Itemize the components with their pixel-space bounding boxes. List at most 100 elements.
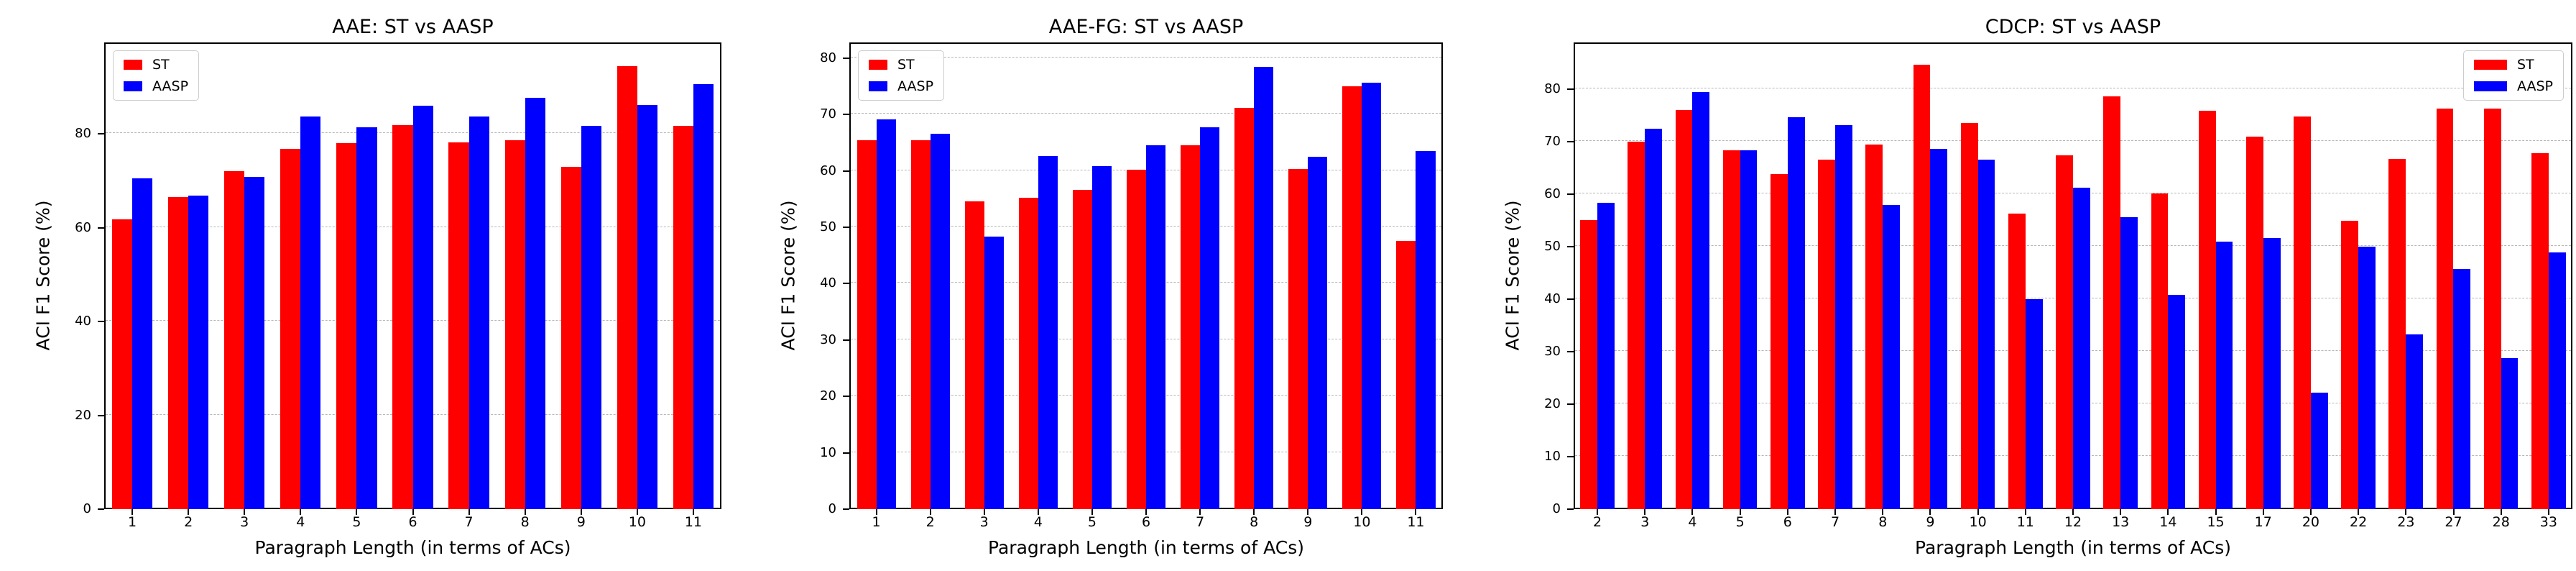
x-tick-label: 9: [1303, 514, 1313, 530]
bar-st-10: [1342, 86, 1362, 509]
x-tick-label: 3: [979, 514, 989, 530]
bar-st-15: [2198, 110, 2216, 509]
x-tick-label: 1: [872, 514, 881, 530]
bar-aasp-5: [1091, 165, 1112, 509]
bar-st-7: [448, 142, 469, 509]
chart-title: AAE: ST vs AASP: [332, 16, 494, 38]
y-tick-mark: [843, 227, 849, 229]
bar-st-8: [1865, 145, 1883, 509]
x-tick-mark: [1415, 509, 1417, 515]
legend-swatch-st: [124, 60, 142, 70]
bar-group-8: [1227, 42, 1281, 509]
bar-aasp-20: [2310, 392, 2328, 509]
x-tick-label: 5: [352, 514, 361, 530]
y-tick-mark: [98, 133, 104, 135]
legend-label: AASP: [897, 78, 934, 94]
bar-st-3: [224, 171, 245, 509]
x-tick-mark: [1786, 509, 1788, 515]
bar-group-10: [1954, 42, 2002, 509]
x-tick-label: 9: [576, 514, 586, 530]
bar-series-container: [1574, 42, 2572, 509]
bar-aasp-2: [1597, 203, 1615, 509]
bar-aasp-3: [244, 177, 265, 509]
x-tick-mark: [1199, 509, 1201, 515]
x-tick-mark: [2500, 509, 2502, 515]
bar-aasp-2: [930, 133, 950, 509]
x-tick-label: 4: [296, 514, 305, 530]
x-tick-label: 8: [1250, 514, 1259, 530]
bar-st-22: [2341, 221, 2359, 509]
x-tick-mark: [2547, 509, 2549, 515]
bar-group-11: [2002, 42, 2049, 509]
bar-group-2: [160, 42, 216, 509]
x-tick-label: 2: [925, 514, 935, 530]
y-tick-label: 40: [1544, 291, 1561, 306]
bar-group-33: [2525, 42, 2572, 509]
bar-st-2: [168, 197, 189, 509]
x-tick-mark: [1307, 509, 1309, 515]
bar-aasp-9: [581, 126, 601, 509]
bar-group-11: [665, 42, 721, 509]
y-tick-mark: [1567, 88, 1574, 90]
bar-st-6: [392, 124, 413, 509]
x-tick-mark: [1037, 509, 1039, 515]
y-tick-mark: [1567, 140, 1574, 142]
gridline-y-20: [851, 395, 1441, 396]
bar-st-5: [336, 143, 357, 509]
x-tick-mark: [2452, 509, 2455, 515]
y-tick-mark: [843, 339, 849, 341]
y-tick-label: 20: [75, 407, 91, 423]
x-tick-mark: [524, 509, 526, 515]
bar-group-4: [272, 42, 328, 509]
legend-swatch-aasp: [124, 81, 142, 91]
bar-group-13: [2097, 42, 2144, 509]
x-tick-mark: [875, 509, 877, 515]
y-tick-mark: [843, 452, 849, 454]
x-tick-label: 12: [2064, 514, 2082, 530]
y-tick-label: 60: [1544, 186, 1561, 201]
bar-st-11: [673, 126, 693, 509]
x-tick-mark: [468, 509, 470, 515]
bar-st-12: [2056, 155, 2073, 509]
bar-aasp-7: [1835, 124, 1852, 509]
chart-title: AAE-FG: ST vs AASP: [1048, 16, 1244, 38]
gridline-y-70: [851, 113, 1441, 114]
gridline-y-20: [106, 414, 720, 415]
bar-group-4: [1011, 42, 1065, 509]
bar-aasp-6: [412, 106, 433, 509]
bar-aasp-27: [2453, 269, 2471, 509]
x-tick-label: 33: [2539, 514, 2557, 530]
bar-group-23: [2382, 42, 2429, 509]
x-tick-mark: [1834, 509, 1837, 515]
bar-st-10: [617, 65, 637, 509]
x-tick-label: 4: [1033, 514, 1043, 530]
gridline-y-80: [106, 132, 720, 134]
bar-aasp-2: [188, 196, 209, 509]
y-tick-mark: [843, 396, 849, 398]
legend: ST AASP: [2462, 50, 2564, 101]
bar-aasp-8: [525, 97, 545, 509]
bar-aasp-11: [2025, 299, 2043, 509]
y-tick-label: 60: [75, 219, 91, 235]
bar-st-1: [857, 140, 877, 509]
y-tick-label: 70: [1544, 133, 1561, 149]
bar-aasp-15: [2215, 242, 2233, 509]
y-tick-label: 40: [820, 275, 836, 291]
y-tick-label: 30: [1544, 343, 1561, 359]
bar-group-2: [1574, 42, 1621, 509]
x-tick-label: 8: [520, 514, 530, 530]
legend-swatch-aasp: [869, 81, 887, 91]
bar-aasp-3: [984, 237, 1004, 509]
legend-label: ST: [2516, 57, 2534, 73]
y-tick-label: 80: [75, 126, 91, 142]
bar-group-6: [1764, 42, 1811, 509]
bar-group-9: [1906, 42, 1954, 509]
x-tick-mark: [636, 509, 638, 515]
x-tick-label: 4: [1688, 514, 1697, 530]
bar-st-2: [1580, 219, 1598, 509]
legend-swatch-st: [869, 60, 887, 70]
bar-st-13: [2103, 96, 2121, 509]
legend-label: AASP: [152, 78, 189, 94]
x-tick-label: 11: [2016, 514, 2034, 530]
bar-series-container: [849, 42, 1443, 509]
